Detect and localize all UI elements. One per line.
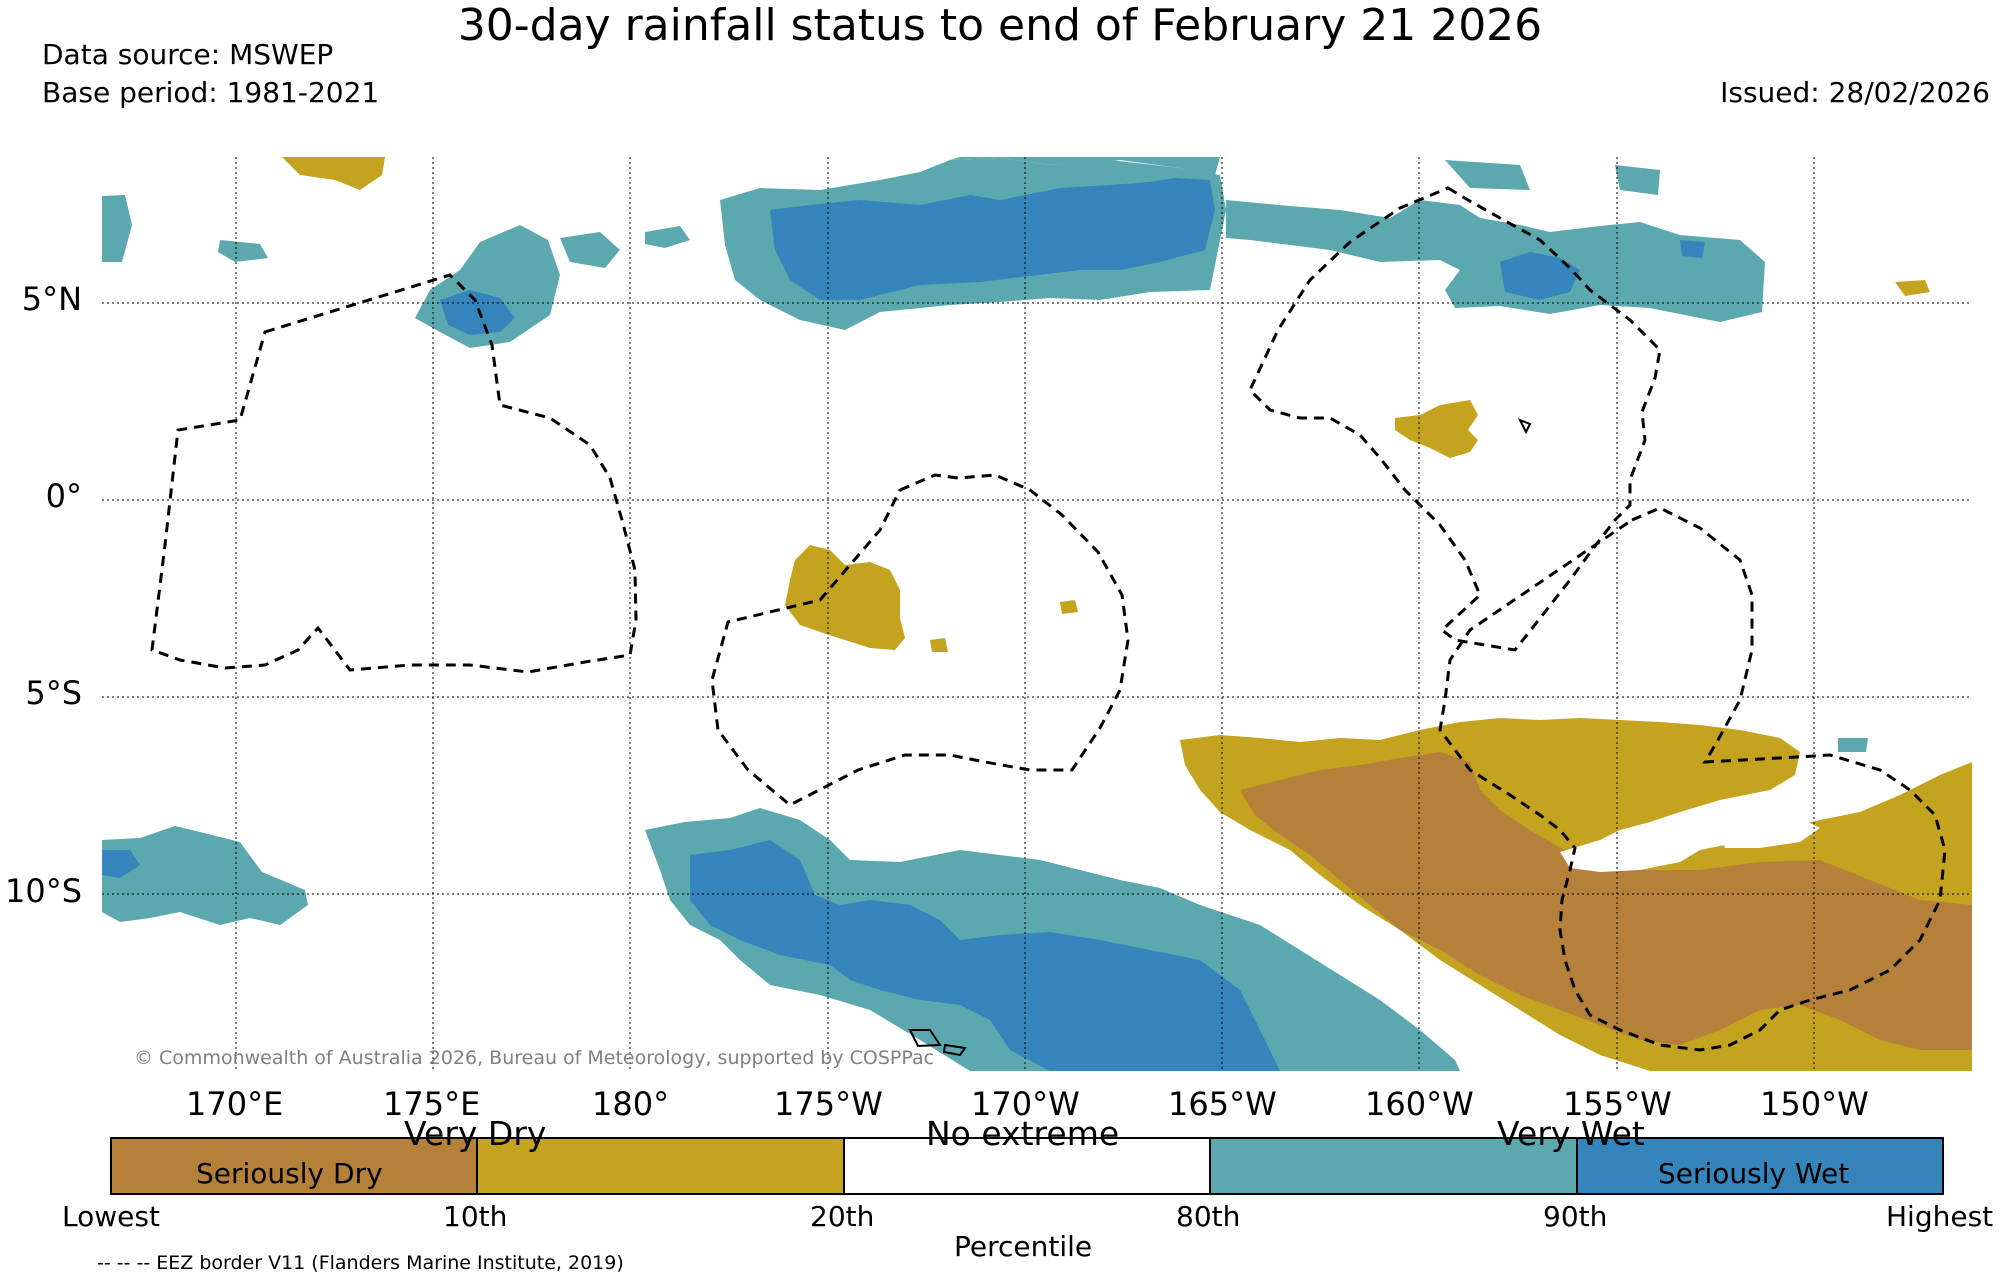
no-extreme-gap-1	[1560, 835, 1700, 872]
lon-tick-150w: 150°W	[1760, 1085, 1869, 1123]
legend-colorbar	[110, 1137, 1944, 1195]
island-outlines	[908, 418, 1532, 1057]
legend-heading-very-wet: Very Wet	[1497, 1114, 1645, 1153]
percentile-label-90th: 90th	[1543, 1200, 1608, 1233]
dry-area-equator	[785, 545, 905, 650]
legend-swatch-no-extreme	[843, 1137, 1211, 1195]
no-extreme-gaps	[1560, 818, 1820, 872]
legend-swatch-very-wet	[1209, 1137, 1578, 1195]
grid-lines	[102, 157, 1972, 1071]
legend-swatch-very-dry	[476, 1137, 845, 1195]
lat-tick-5s: 5°S	[25, 674, 82, 712]
lon-tick-175e: 175°E	[383, 1085, 481, 1123]
eez-border-phoenix	[710, 473, 1130, 807]
wet-area-west-edge	[102, 195, 132, 262]
base-period-label: Base period: 1981-2021	[42, 76, 380, 109]
dry-area-equator-small	[1060, 600, 1078, 614]
legend-swatch-seriously-wet	[1576, 1137, 1944, 1195]
lat-tick-10s: 10°S	[4, 872, 82, 910]
percentile-label-20th: 20th	[810, 1200, 875, 1233]
seriously-wet-south-central	[690, 840, 1280, 1071]
dry-area-north-top	[282, 157, 385, 190]
eez-border-line-islands	[1248, 186, 1662, 652]
seriously-wet-south-west	[102, 850, 140, 878]
eez-border-kiribati-gilbert	[150, 273, 638, 674]
seriously-dry-regions	[1240, 752, 1972, 1050]
legend-label-seriously-wet: Seriously Wet	[1658, 1157, 1850, 1190]
wet-area-west-small	[218, 240, 268, 262]
data-source-label: Data source: MSWEP	[42, 38, 334, 71]
seriously-wet-north-east	[1500, 252, 1580, 300]
percentile-axis-label: Percentile	[954, 1230, 1093, 1263]
wet-area-north-east-3	[1445, 160, 1530, 190]
lat-tick-0: 0°	[45, 477, 82, 515]
seriously-wet-north-central	[770, 178, 1215, 300]
lon-tick-165w: 165°W	[1168, 1085, 1277, 1123]
legend-label-seriously-dry: Seriously Dry	[196, 1157, 383, 1190]
wet-area-north-island	[645, 226, 690, 248]
legend-heading-very-dry: Very Dry	[404, 1114, 547, 1153]
lon-tick-180: 180°	[592, 1085, 670, 1123]
dry-area-north-east	[1395, 400, 1478, 458]
lon-tick-175w: 175°W	[774, 1085, 883, 1123]
eez-border-note: -- -- -- EEZ border V11 (Flanders Marine…	[97, 1252, 624, 1274]
lon-tick-160w: 160°W	[1365, 1085, 1474, 1123]
wet-area-north-top	[950, 157, 1220, 175]
wet-area-south-west	[102, 826, 308, 925]
issued-date-label: Issued: 28/02/2026	[1720, 76, 1990, 109]
wet-area-north-west-2	[560, 232, 620, 268]
lon-tick-155w: 155°W	[1563, 1085, 1672, 1123]
map-title: 30-day rainfall status to end of Februar…	[457, 0, 1543, 51]
eez-borders	[150, 186, 1947, 1052]
seriously-dry-south-east	[1240, 752, 1972, 1050]
percentile-label-lowest: Lowest	[62, 1200, 160, 1233]
seriously-wet-north-west	[440, 290, 515, 335]
wet-area-north-east	[1226, 200, 1765, 322]
seriously-wet-regions	[102, 178, 1705, 1071]
copyright-credit: © Commonwealth of Australia 2026, Bureau…	[134, 1047, 935, 1069]
percentile-label-80th: 80th	[1176, 1200, 1241, 1233]
eez-border-french-polynesia	[1438, 506, 1947, 1052]
dry-area-equator-small-2	[930, 638, 948, 652]
seriously-wet-north-east-2	[1680, 240, 1705, 258]
lon-tick-170w: 170°W	[971, 1085, 1080, 1123]
no-extreme-gap-2	[1720, 818, 1820, 848]
percentile-label-highest: Highest	[1886, 1200, 1994, 1233]
wet-area-south-east-small	[1838, 738, 1868, 752]
dry-area-far-north-east	[1895, 280, 1930, 296]
percentile-label-10th: 10th	[443, 1200, 508, 1233]
lon-tick-170e: 170°E	[186, 1085, 284, 1123]
lat-tick-5n: 5°N	[21, 280, 82, 318]
legend-heading-no-extreme: No extreme	[926, 1114, 1120, 1153]
legend-swatch-seriously-dry	[110, 1137, 478, 1195]
wet-area-north-east-2	[1615, 165, 1660, 195]
